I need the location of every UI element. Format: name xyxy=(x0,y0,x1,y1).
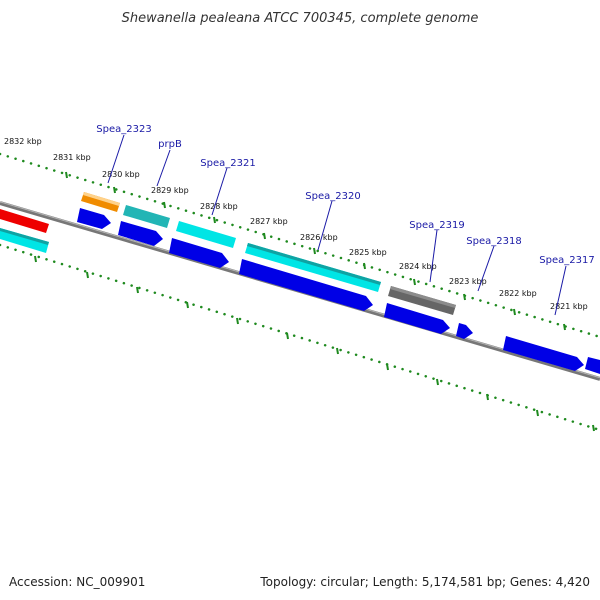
kbp-label: 2822 kbp xyxy=(499,289,537,298)
cds-feature-edge xyxy=(247,243,381,285)
inner-ruler-ticks xyxy=(34,255,595,432)
kbp-label: 2826 kbp xyxy=(300,233,338,242)
gene-label-prpb[interactable]: prpB xyxy=(158,139,182,150)
kbp-labels: 2832 kbp 2831 kbp 2830 kbp 2829 kbp 2828… xyxy=(4,137,588,311)
cds-feature-edge xyxy=(0,228,49,245)
kbp-label: 2829 kbp xyxy=(151,186,189,195)
cds-feature[interactable] xyxy=(585,357,600,374)
cds-feature[interactable] xyxy=(176,221,236,248)
inner-ruler xyxy=(0,243,600,432)
gene-label-spea-2321[interactable]: Spea_2321 xyxy=(200,158,255,169)
gene-label-spea-2317[interactable]: Spea_2317 xyxy=(539,255,594,266)
kbp-label: 2832 kbp xyxy=(4,137,42,146)
kbp-label: 2824 kbp xyxy=(399,262,437,271)
cds-feature[interactable] xyxy=(239,259,373,311)
outer-ruler-ticks xyxy=(65,171,566,331)
gene-label-spea-2323[interactable]: Spea_2323 xyxy=(96,124,151,135)
kbp-label: 2831 kbp xyxy=(53,153,91,162)
gene-labels: Spea_2323 prpB Spea_2321 Spea_2320 Spea_… xyxy=(96,124,594,266)
kbp-label: 2828 kbp xyxy=(200,202,238,211)
cds-feature[interactable] xyxy=(169,238,229,268)
cds-feature[interactable] xyxy=(456,323,473,339)
gene-label-leaders xyxy=(107,134,567,316)
kbp-label: 2825 kbp xyxy=(349,248,387,257)
cds-feature[interactable] xyxy=(77,208,111,229)
kbp-label: 2821 kbp xyxy=(550,302,588,311)
genome-summary-text: Topology: circular; Length: 5,174,581 bp… xyxy=(259,575,590,589)
cds-feature-highlight xyxy=(390,286,456,308)
outer-strand-features xyxy=(0,192,456,315)
kbp-label: 2823 kbp xyxy=(449,277,487,286)
gene-label-spea-2319[interactable]: Spea_2319 xyxy=(409,220,464,231)
cds-feature[interactable] xyxy=(384,303,450,334)
cds-feature[interactable] xyxy=(118,221,163,246)
cds-feature-highlight xyxy=(83,192,120,206)
cds-feature[interactable] xyxy=(0,209,49,233)
cds-feature[interactable] xyxy=(123,205,170,228)
gene-label-spea-2318[interactable]: Spea_2318 xyxy=(466,236,521,247)
kbp-label: 2827 kbp xyxy=(250,217,288,226)
gene-label-spea-2320[interactable]: Spea_2320 xyxy=(305,191,360,202)
outer-ruler xyxy=(0,152,600,339)
accession-text: Accession: NC_009901 xyxy=(9,575,145,589)
kbp-label: 2830 kbp xyxy=(102,170,140,179)
map-title: Shewanella pealeana ATCC 700345, complet… xyxy=(122,11,479,26)
cds-feature[interactable] xyxy=(503,336,584,371)
forward-strand-features xyxy=(0,208,600,374)
